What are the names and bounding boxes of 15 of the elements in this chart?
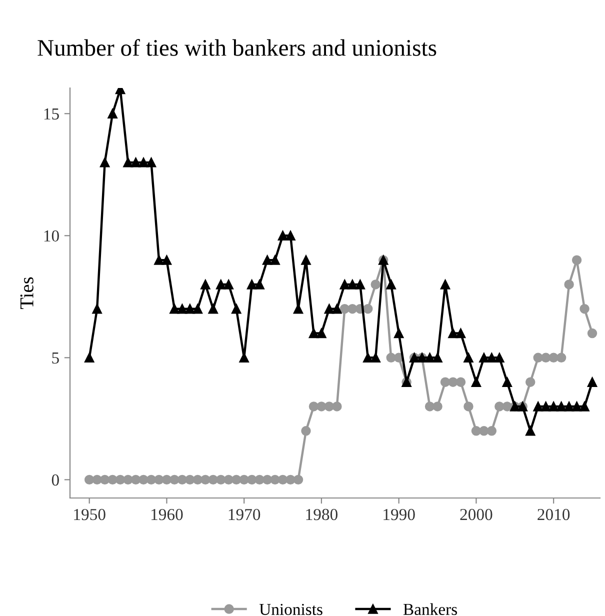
x-tick-label: 2000 <box>460 508 492 520</box>
y-axis-title: Ties <box>20 277 34 310</box>
y-tick-label: 0 <box>52 474 59 486</box>
x-tick-label: 1960 <box>152 508 183 520</box>
y-tick-label: 15 <box>44 108 59 120</box>
x-tick-label: 2010 <box>538 508 570 520</box>
y-tick-label: 10 <box>44 230 59 242</box>
legend-label: Unionists <box>259 604 322 616</box>
x-tick-label: 1990 <box>384 508 415 520</box>
chart-title: Number of ties with bankers and unionists <box>38 39 436 56</box>
legend-label: Bankers <box>403 603 457 616</box>
y-tick-label: 5 <box>52 352 59 364</box>
x-tick-label: 1950 <box>74 508 106 520</box>
x-tick-label: 1980 <box>306 508 338 520</box>
x-tick-label: 1970 <box>228 508 260 520</box>
